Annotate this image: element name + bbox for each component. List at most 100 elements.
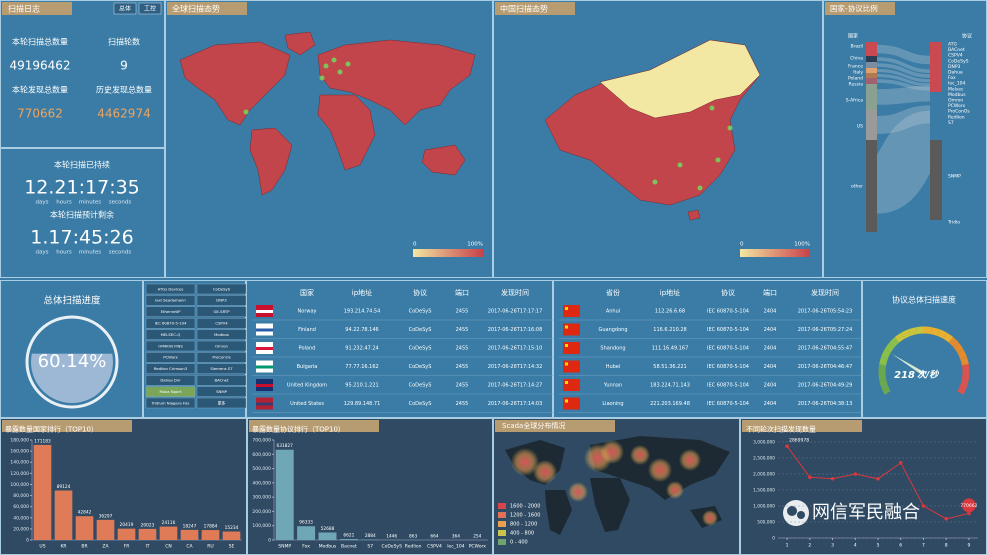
timer: 12.21:17:35	[24, 177, 140, 199]
gauge-arc	[889, 337, 900, 348]
protocol-cell[interactable]	[196, 295, 247, 306]
x-tick-label: ZA	[102, 544, 109, 550]
sankey-flow	[876, 44, 931, 65]
flag-detail	[565, 362, 568, 366]
x-tick-label: 2	[808, 543, 811, 549]
protocol-cell[interactable]	[196, 318, 247, 329]
sankey-node	[866, 73, 877, 78]
table-header: 端口	[763, 288, 777, 297]
protocol-item[interactable]: Tridium Niagara Fox	[151, 400, 190, 405]
protocol-item[interactable]: CoDeSyS	[213, 286, 231, 291]
protocol-item[interactable]: GE-SRTP	[213, 309, 230, 314]
protocol-item[interactable]: SNMP	[216, 389, 228, 394]
label: 100%	[467, 242, 483, 248]
button[interactable]: 总体	[119, 5, 131, 13]
gauge-arc	[960, 356, 969, 366]
protocol-cell[interactable]	[196, 283, 247, 295]
protocol-item[interactable]: Siemens S7	[210, 366, 233, 371]
protocol-cell[interactable]	[145, 397, 196, 409]
y-tick-label: 500,000	[252, 466, 271, 472]
protocol-cell[interactable]	[145, 386, 196, 397]
protocol-cell[interactable]	[196, 397, 247, 409]
protocol-item[interactable]: EthernetIP	[161, 309, 181, 314]
protocol-item[interactable]: 更多	[218, 400, 226, 405]
y-tick-label: 160,000	[10, 449, 29, 455]
protocol-item[interactable]: OMRON FINS	[158, 343, 183, 348]
chart-title: 不同轮次扫描发现数量	[746, 425, 816, 434]
protocol-item[interactable]: CSPV4	[215, 321, 228, 326]
pin	[961, 498, 976, 513]
value-label: 254	[473, 533, 481, 539]
timer-unit: days	[36, 200, 49, 206]
y-tick-label: 2,500,000	[753, 456, 775, 462]
x-tick-label: 3	[831, 543, 834, 549]
y-tick-label: 1,500,000	[753, 488, 775, 494]
legend-swatch	[498, 539, 506, 545]
protocol-item[interactable]: Redlion Crimson3	[154, 366, 188, 371]
gauge-arc	[943, 332, 954, 343]
protocol-cell[interactable]	[196, 363, 247, 374]
sankey-node	[930, 42, 942, 92]
protocol-cell[interactable]	[196, 306, 247, 317]
sankey-protocol: Omron	[948, 98, 963, 104]
timer-unit: minutes	[79, 200, 101, 206]
protocol-cell[interactable]	[145, 329, 196, 340]
button[interactable]: 工控	[144, 5, 156, 13]
gauge-arc	[948, 337, 959, 348]
x-tick-label: IT	[145, 544, 149, 550]
bar	[180, 529, 199, 540]
protocol-cell[interactable]	[196, 340, 247, 352]
point	[853, 472, 858, 476]
sankey-flow	[871, 110, 939, 214]
protocol-cell[interactable]	[145, 375, 196, 386]
protocol-item[interactable]: Dahua Dvr	[160, 378, 181, 383]
table-cell: Norway	[298, 309, 317, 315]
sankey-protocol: Melsec	[948, 86, 964, 92]
gauge-arc	[884, 342, 895, 353]
protocol-cell[interactable]	[145, 295, 196, 306]
gauge-arc	[961, 371, 970, 380]
protocol-cell[interactable]	[145, 318, 196, 329]
protocol-cell[interactable]	[145, 352, 196, 363]
table-cell: United Kingdom	[287, 383, 327, 389]
protocol-item[interactable]: ATGs Devices	[158, 286, 184, 291]
protocol-item[interactable]: Modbus	[214, 332, 229, 337]
table-cell: Yunnan	[603, 383, 622, 389]
protocol-cell[interactable]	[196, 329, 247, 340]
x-tick-label: 4	[854, 543, 857, 549]
protocol-item[interactable]: Iaxi Seadamann	[155, 298, 186, 303]
sankey-protocol: Dahua	[948, 70, 963, 76]
point	[898, 461, 903, 465]
protocol-item[interactable]: DNP3	[216, 298, 227, 303]
bar	[275, 449, 294, 540]
table-cell: 2017-06-26T17:15:10	[488, 346, 543, 352]
protocol-cell[interactable]	[145, 306, 196, 317]
gauge-arc	[879, 378, 888, 388]
protocol-cell[interactable]	[196, 352, 247, 363]
flag	[563, 397, 580, 410]
sankey-flow	[876, 69, 931, 83]
protocol-item[interactable]: ProConOs	[212, 355, 230, 360]
timer-unit: seconds	[109, 200, 132, 206]
x-tick-label: SE	[229, 544, 235, 550]
protocol-cell[interactable]	[145, 340, 196, 352]
x-tick-label: Modbus	[319, 544, 337, 550]
protocol-item[interactable]: MELSEC-Q	[161, 332, 181, 337]
point	[808, 475, 812, 480]
protocol-item[interactable]: Omron	[215, 343, 228, 348]
protocol-item[interactable]: Moxa Nport	[160, 389, 182, 394]
value-label: 631827	[276, 443, 293, 449]
protocol-cell[interactable]	[196, 375, 247, 386]
sankey-protocol: Iec_104	[948, 81, 966, 87]
timer-unit: days	[36, 250, 49, 256]
protocol-item[interactable]: BACnet	[214, 378, 229, 383]
flag	[563, 360, 580, 373]
protocol-item[interactable]: IEC 60870-5-104	[155, 321, 187, 326]
protocol-item[interactable]: PCWorx	[163, 355, 178, 360]
table-cell: 221.203.169.48	[650, 401, 690, 407]
y-tick-label: 500,000	[757, 520, 775, 526]
protocol-cell[interactable]	[145, 283, 196, 295]
protocol-cell[interactable]	[196, 386, 247, 397]
protocol-cell[interactable]	[145, 363, 196, 374]
gauge-needle	[892, 354, 924, 375]
